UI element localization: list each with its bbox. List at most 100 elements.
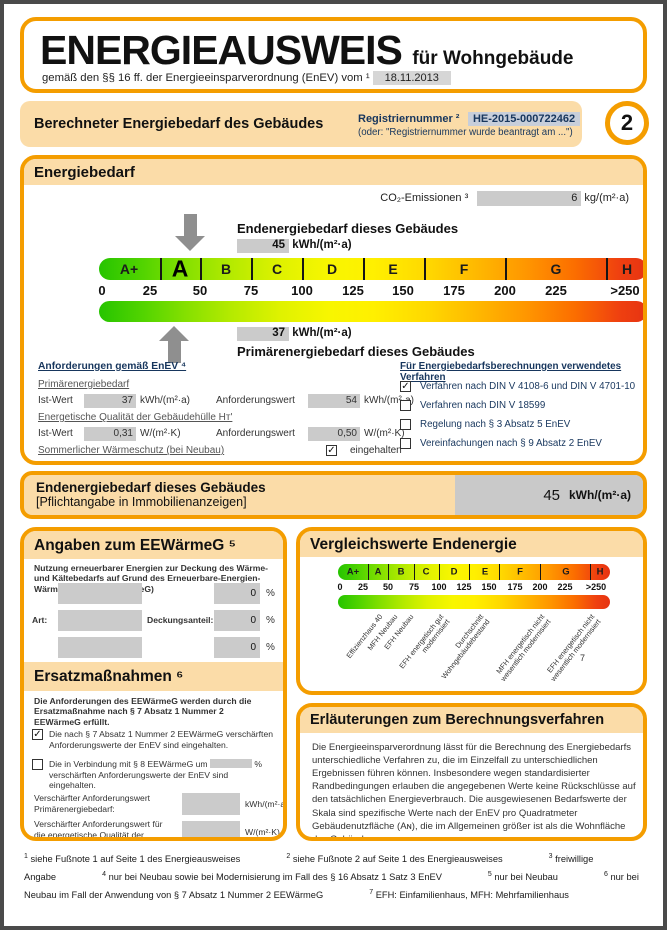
ersatz-row-unit: W/(m²·K) [245, 827, 280, 837]
eewaermeg-box: Angaben zum EEWärmeG ⁵ Nutzung erneuerba… [20, 527, 287, 841]
endenergie-band-subtitle: [Pflichtangabe in Immobilienanzeigen] [36, 495, 247, 509]
endenergie-band-unit: kWh/(m²·a) [569, 488, 631, 502]
endenergie-band-title: Endenergiebedarf dieses Gebäudes [36, 480, 266, 495]
endenergie-band-value: 45 [543, 486, 560, 504]
vergleich-tick: 25 [357, 582, 369, 592]
anforderungswert-field[interactable]: 54 [308, 394, 360, 408]
vergleich-tick: 100 [431, 582, 447, 592]
vergleich-tick: 200 [532, 582, 548, 592]
primary-energy-value-field[interactable]: 37 [237, 327, 289, 341]
ersatz-item-1: ✓ Die nach § 7 Absatz 1 Nummer 2 EEWärme… [32, 729, 276, 750]
scale-class-g: G [550, 261, 562, 277]
primary-energy-unit: kWh/(m²·a) [292, 327, 352, 339]
energy-scale-bar-letters: A+ A B C D E F G H [99, 256, 643, 282]
anforderungen-section: Anforderungen gemäß EnEV ⁴ Primärenergie… [38, 361, 414, 459]
primary-energy-marker-arrow-icon [159, 326, 189, 363]
eewaermeg-art-field[interactable] [58, 610, 142, 631]
anforderungswert-unit: kWh/(m²·a) [364, 395, 414, 406]
ersatz-checkbox-1[interactable]: ✓ [32, 729, 43, 740]
art-label: Art: [32, 615, 48, 625]
ersatz-intro: Die Anforderungen des EEWärmeG werden du… [34, 696, 252, 727]
vergleich-class: A [374, 566, 382, 578]
verfahren-checkbox-din18599[interactable] [400, 400, 411, 411]
erlaeuterungen-text: Die Energieeinsparverordnung lässt für d… [312, 742, 636, 841]
header-box: ENERGIEAUSWEIS für Wohngebäude gemäß den… [20, 17, 647, 93]
vergleich-class: H [596, 566, 604, 578]
verfahren-option-label: Regelung nach § 3 Absatz 5 EnEV [420, 419, 571, 430]
ersatz-row-field[interactable] [182, 821, 240, 837]
verfahren-checkbox-vereinfachungen[interactable] [400, 438, 411, 449]
ersatzmassnahmen-title: Ersatzmaßnahmen ⁶ [24, 662, 283, 691]
vergleich-markers: Effizienzhaus 40 MFH Neubau EFH Neubau E… [300, 612, 643, 683]
scale-tick: 100 [291, 283, 313, 298]
scale-tick: 225 [545, 283, 567, 298]
scale-tick: 175 [443, 283, 465, 298]
vergleich-footnote-marker: 7 [580, 653, 586, 663]
anforderungswert-field[interactable]: 0,50 [308, 427, 360, 441]
vergleich-class: G [562, 566, 570, 578]
footnote-5: 5 nur bei Neubau [487, 870, 558, 882]
law-reference-text: gemäß den §§ 16 ff. der Energieeinsparve… [42, 72, 370, 84]
vergleich-tick: 0 [337, 582, 343, 592]
vergleichswerte-title: Vergleichswerte Endenergie [300, 531, 643, 557]
percent-unit: % [266, 642, 275, 653]
ersatz-row-label: Verschärfter Anforderungswert Primärener… [34, 793, 151, 814]
ist-wert-label: Ist-Wert [38, 395, 73, 406]
eewaermeg-art-field[interactable] [58, 583, 142, 604]
eewaermeg-anteil-field[interactable]: 0 [214, 637, 260, 658]
ersatz-row-label: Verschärfter Anforderungswert für die en… [34, 819, 163, 840]
banner-title: Berechneter Energiebedarf des Gebäudes [34, 116, 324, 132]
ersatz-option-label-before: Die in Verbindung mit § 8 EEWärmeG um [49, 759, 208, 769]
verfahren-checkbox-din4108[interactable]: ✓ [400, 381, 411, 392]
vergleich-tick: 175 [507, 582, 523, 592]
ersatz-option-label: Die nach § 7 Absatz 1 Nummer 2 EEWärmeG … [49, 729, 274, 750]
scale-class-f: F [459, 261, 469, 277]
scale-tick: >250 [610, 283, 640, 298]
verfahren-title: Für Energiebedarfsberechnungen verwendet… [400, 361, 622, 383]
vergleich-tick: 50 [382, 582, 394, 592]
vergleich-marker-label: Effizienzhaus 40 [344, 612, 385, 661]
footnote-3: 3 freiwillige Angabe [24, 852, 594, 882]
scale-tick: 125 [342, 283, 364, 298]
primaerenergiebedarf-heading: Primärenergiebedarf [38, 379, 130, 390]
ersatz-percent-field[interactable] [209, 759, 252, 768]
eewaermeg-art-field[interactable] [58, 637, 142, 658]
co2-emissions-field[interactable]: 6 [477, 191, 582, 206]
eewaermeg-row-1: 0 % [24, 583, 283, 604]
enev-date-field[interactable]: 18.11.2013 [372, 71, 451, 85]
scale-tick: 75 [243, 283, 259, 298]
scale-tick: 50 [192, 283, 208, 298]
vergleich-class: E [481, 566, 489, 578]
registration-number-label: Registriernummer ² [358, 113, 460, 125]
sommer-eingehalten-checkbox[interactable]: ✓ [326, 445, 337, 456]
ist-wert-field[interactable]: 0,31 [84, 427, 136, 441]
energy-scale-bar-plain [99, 301, 643, 322]
ist-wert-label: Ist-Wert [38, 428, 73, 439]
eewaermeg-anteil-field[interactable]: 0 [214, 583, 260, 604]
energiebedarf-box: Energiebedarf CO₂-Emissionen ³ 6 kg/(m²·… [20, 155, 647, 465]
eewaermeg-anteil-field[interactable]: 0 [214, 610, 260, 631]
eewaermeg-row-3: 0 % [24, 637, 283, 658]
verfahren-option-label: Verfahren nach DIN V 18599 [420, 400, 546, 411]
vergleich-scale-ticks: 0 25 50 75 100 125 150 175 200 225 >250 [300, 582, 643, 594]
scale-class-h: H [621, 261, 633, 277]
eewaermeg-row-2: Art: Deckungsanteil: 0 % [24, 610, 283, 631]
footnote-4: 4 nur bei Neubau sowie bei Modernisierun… [102, 870, 442, 882]
end-energy-value-field[interactable]: 45 [237, 239, 289, 253]
vergleich-tick: 125 [456, 582, 472, 592]
scale-tick: 200 [494, 283, 516, 298]
vergleich-tick: >250 [585, 582, 607, 592]
footnote-1: 1 siehe Fußnote 1 auf Seite 1 des Energi… [24, 852, 241, 864]
eewaermeg-title: Angaben zum EEWärmeG ⁵ [24, 531, 283, 559]
registration-number-field[interactable]: HE-2015-000722462 [467, 112, 581, 126]
ersatz-checkbox-2[interactable] [32, 759, 43, 770]
verfahren-checkbox-regelung[interactable] [400, 419, 411, 430]
ersatz-row-field[interactable] [182, 793, 240, 815]
eingehalten-label: eingehalten [350, 445, 402, 456]
footnote-6: 6 nur bei Neubau im Fall der Anwendung v… [24, 870, 639, 900]
sommerlicher-waermeschutz-label: Sommerlicher Wärmeschutz (bei Neubau) [38, 445, 225, 456]
erlaeuterungen-title: Erläuterungen zum Berechnungsverfahren [300, 707, 643, 733]
percent-unit: % [266, 588, 275, 599]
ist-wert-field[interactable]: 37 [84, 394, 136, 408]
